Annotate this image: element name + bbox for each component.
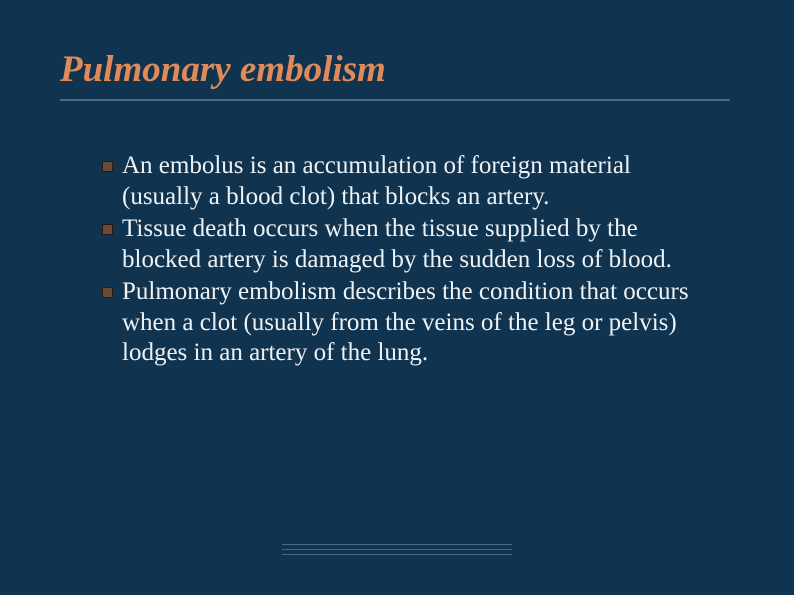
bullet-square-icon bbox=[102, 224, 113, 235]
bullet-item: An embolus is an accumulation of foreign… bbox=[102, 151, 714, 212]
bullet-text: Tissue death occurs when the tissue supp… bbox=[122, 215, 672, 273]
footer-decorative-lines bbox=[282, 544, 512, 559]
slide-content: An embolus is an accumulation of foreign… bbox=[60, 151, 734, 369]
title-underline bbox=[60, 99, 730, 101]
bullet-item: Tissue death occurs when the tissue supp… bbox=[102, 214, 714, 275]
slide-title: Pulmonary embolism bbox=[60, 48, 734, 91]
bullet-text: An embolus is an accumulation of foreign… bbox=[122, 152, 631, 210]
bullet-text: Pulmonary embolism describes the conditi… bbox=[122, 278, 689, 366]
slide-container: Pulmonary embolism An embolus is an accu… bbox=[0, 0, 794, 595]
bullet-square-icon bbox=[102, 287, 113, 298]
bullet-item: Pulmonary embolism describes the conditi… bbox=[102, 277, 714, 369]
bullet-square-icon bbox=[102, 161, 113, 172]
